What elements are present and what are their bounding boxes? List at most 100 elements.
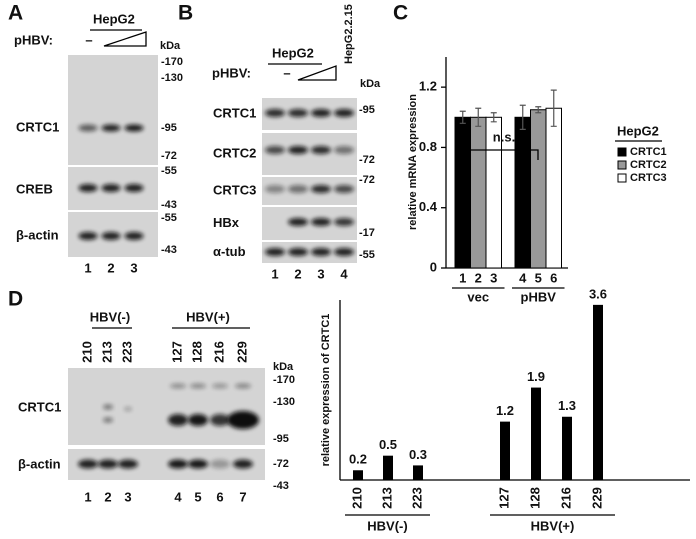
marker: -95 — [273, 433, 289, 445]
lane-number: 3 — [317, 266, 324, 281]
bar — [383, 455, 393, 480]
band — [118, 459, 138, 469]
y-axis-label: relative expression of CRTC1 — [320, 314, 332, 467]
x-tick-label: 127 — [496, 487, 511, 509]
row-label: CRTC2 — [213, 145, 256, 160]
x-tick-label: 229 — [589, 487, 604, 509]
blot — [262, 133, 357, 175]
band — [311, 109, 331, 117]
blot — [68, 55, 158, 165]
band — [103, 417, 113, 423]
panel-letter: A — [8, 2, 23, 25]
row-label: CRTC1 — [16, 119, 59, 134]
band — [103, 404, 113, 410]
band — [124, 124, 144, 132]
sample-id: 127 — [169, 341, 184, 363]
band — [78, 232, 98, 240]
lane-sign: – — [283, 65, 290, 80]
bar — [562, 416, 572, 480]
blot — [262, 242, 357, 263]
lane-number: 6 — [550, 270, 557, 285]
band — [168, 459, 188, 469]
lane-number: 4 — [174, 489, 182, 504]
lane-number: 4 — [340, 266, 348, 281]
band — [210, 414, 230, 426]
band — [288, 248, 308, 256]
value-label: 0.5 — [379, 437, 397, 452]
sample-id: 210 — [79, 341, 94, 363]
band — [265, 248, 285, 256]
marker: -170 — [273, 374, 295, 386]
panel-letter: C — [393, 2, 408, 25]
band — [124, 232, 144, 240]
lane-number: 7 — [239, 489, 246, 504]
marker: -72 — [359, 174, 375, 186]
row-label: β-actin — [16, 227, 59, 242]
bar — [454, 116, 471, 269]
y-tick-label: 1.2 — [419, 79, 437, 94]
legend-swatch — [617, 173, 627, 183]
band — [190, 383, 206, 389]
lane-number: 3 — [124, 489, 131, 504]
bar — [530, 109, 547, 269]
band — [311, 146, 331, 154]
marker: -170 — [161, 56, 183, 68]
y-tick-label: 0.4 — [419, 199, 438, 214]
kda: kDa — [160, 40, 181, 52]
lane-number: 2 — [294, 266, 301, 281]
error-bar — [459, 110, 466, 124]
band — [168, 414, 188, 426]
band — [334, 218, 354, 226]
error-bar — [475, 107, 482, 127]
row-label: CRTC3 — [213, 182, 256, 197]
group-label: HBV(+) — [186, 309, 230, 324]
band — [227, 411, 259, 429]
group-label: HBV(+) — [531, 518, 575, 533]
lane-number: 4 — [519, 270, 527, 285]
value-label: 1.9 — [527, 369, 545, 384]
lane-number: 1 — [84, 489, 91, 504]
row-label: β-actin — [18, 456, 61, 471]
row-label: CRTC1 — [18, 399, 61, 414]
marker: -43 — [161, 199, 177, 211]
x-tick-label: 223 — [409, 487, 424, 509]
row-label: HBx — [213, 215, 240, 230]
row-label: CRTC1 — [213, 105, 256, 120]
x-tick-label: 210 — [349, 487, 364, 509]
value-label: 3.6 — [589, 286, 607, 301]
comparison-line: HepG2.2.15 — [343, 4, 355, 64]
panel-letter: B — [178, 2, 193, 25]
lane-number: 5 — [535, 270, 542, 285]
band — [288, 185, 308, 193]
band — [188, 459, 208, 469]
sample-id: 229 — [234, 341, 249, 363]
marker: -43 — [273, 480, 289, 492]
group-label: HBV(-) — [90, 309, 130, 324]
marker: -72 — [161, 150, 177, 162]
marker: -95 — [161, 122, 177, 134]
marker: -72 — [359, 154, 375, 166]
marker: -55 — [161, 165, 177, 177]
lane-number: 2 — [104, 489, 111, 504]
marker: -130 — [161, 72, 183, 84]
sample-id: 216 — [211, 341, 226, 363]
value-label: 1.3 — [558, 398, 576, 413]
y-tick-label: 0.8 — [419, 139, 437, 154]
band — [233, 459, 253, 469]
blot — [68, 368, 265, 445]
band — [212, 383, 228, 389]
marker: -95 — [359, 104, 375, 116]
lane-number: 5 — [194, 489, 201, 504]
x-tick-label: 128 — [527, 487, 542, 509]
bar — [593, 304, 603, 480]
treatment-label: pHBV: — [14, 32, 53, 47]
x-tick-label: vec — [467, 289, 489, 304]
band — [101, 232, 121, 240]
lane-number: 3 — [130, 260, 137, 275]
band — [288, 146, 308, 154]
sample-id: 223 — [119, 341, 134, 363]
legend-label: CRTC2 — [630, 159, 667, 171]
marker: -72 — [273, 458, 289, 470]
error-bar — [535, 106, 542, 114]
